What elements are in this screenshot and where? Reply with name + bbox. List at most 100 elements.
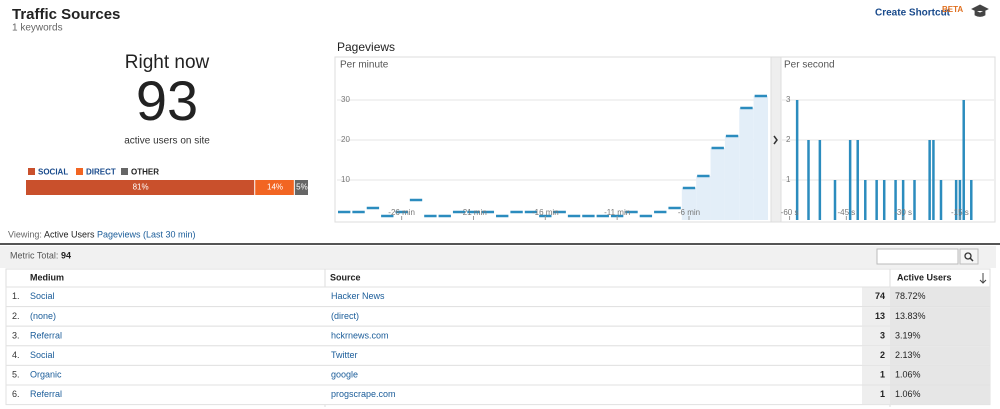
legend-label: SOCIAL (38, 168, 68, 177)
y-tick-label: 1 (786, 175, 791, 184)
percent-cell (890, 287, 990, 307)
source-link[interactable]: google (331, 370, 358, 380)
metric-total-value: 94 (61, 250, 71, 260)
bar (875, 180, 878, 220)
column-header[interactable]: Active Users (897, 272, 952, 282)
row-bg[interactable] (5, 325, 991, 347)
medium-link[interactable]: Referral (30, 330, 62, 340)
x-tick-label: -11 min (604, 208, 630, 217)
column-header[interactable]: Medium (30, 272, 64, 282)
y-tick-label: 3 (786, 95, 791, 104)
percent-cell (890, 307, 990, 326)
bar (954, 180, 958, 220)
medium-link[interactable]: Organic (30, 370, 62, 380)
beta-badge: BETA (942, 5, 963, 14)
search-input[interactable] (876, 248, 959, 265)
bar (939, 180, 943, 220)
bar (864, 180, 867, 220)
bar (958, 180, 962, 220)
x-tick-label: -30 s (894, 208, 912, 217)
medium-link[interactable]: Social (30, 350, 55, 360)
divider-arrow[interactable] (773, 135, 778, 145)
source-link[interactable]: progscrape.com (331, 389, 396, 399)
active-users: 1 (880, 370, 885, 380)
row-bg[interactable] (5, 306, 991, 327)
medium-link[interactable]: (none) (30, 311, 56, 321)
bar (913, 180, 916, 220)
bar (807, 140, 810, 220)
right-now-title: Right now (125, 52, 210, 73)
share-label: 14% (267, 183, 283, 192)
count-cell (862, 287, 890, 307)
active-share: 3.19% (895, 330, 921, 340)
active-users: 13 (875, 311, 885, 321)
active-caption: active users on site (124, 136, 210, 147)
y-tick-label: 20 (341, 135, 350, 144)
x-tick-label: -15 s (951, 208, 969, 217)
active-share: 78.72% (895, 291, 926, 301)
per-minute-label: Per minute (340, 60, 389, 71)
bar (901, 180, 905, 220)
search-icon (969, 257, 974, 262)
area-fill (710, 148, 725, 220)
percent-cell (890, 326, 990, 346)
active-share: 2.13% (895, 350, 921, 360)
x-tick-label: -26 min (388, 208, 415, 217)
area-fill (739, 108, 754, 220)
count-cell (862, 307, 890, 326)
bar (833, 180, 837, 220)
source-link[interactable]: (direct) (331, 311, 359, 321)
medium-link[interactable]: Social (30, 291, 55, 301)
y-tick-label: 30 (341, 95, 350, 104)
row-bg[interactable] (5, 345, 991, 366)
bar (970, 180, 973, 220)
row-bg[interactable] (5, 364, 991, 386)
legend-swatch (28, 168, 35, 175)
search-icon (964, 252, 972, 260)
page-subtitle: 1 keywords (12, 23, 63, 34)
academy-icon[interactable] (971, 4, 989, 17)
column-header[interactable]: Source (330, 272, 361, 282)
row-index: 6. (12, 389, 20, 399)
share-label: 81% (133, 183, 149, 192)
bar (856, 140, 859, 220)
pageviews-title: Pageviews (337, 40, 395, 54)
sort-arrow[interactable] (979, 273, 987, 284)
metric-total-label: Metric Total: (10, 250, 58, 260)
legend-swatch (76, 168, 83, 175)
row-bg[interactable] (5, 384, 991, 406)
search-button[interactable] (959, 248, 979, 265)
page-title: Traffic Sources (12, 6, 120, 23)
create-shortcut[interactable]: Create Shortcut (875, 8, 951, 19)
percent-cell (890, 385, 990, 405)
bar (818, 140, 822, 220)
bar (928, 140, 931, 220)
row-index: 3. (12, 330, 20, 340)
area-fill (724, 136, 740, 220)
active-users: 74 (875, 291, 885, 301)
bar (932, 140, 935, 220)
row-index: 5. (12, 370, 20, 380)
medium-link[interactable]: Referral (30, 389, 62, 399)
area-fill (696, 176, 711, 220)
area-fill (753, 96, 768, 220)
count-cell (862, 385, 890, 405)
legend-label: OTHER (131, 168, 159, 177)
source-link[interactable]: hckrnews.com (331, 330, 389, 340)
share-segment (26, 180, 255, 195)
row-bg[interactable] (5, 286, 991, 308)
active-share: 1.06% (895, 370, 921, 380)
viewing-tab[interactable]: Pageviews (Last 30 min) (97, 229, 196, 239)
active-users: 1 (880, 389, 885, 399)
bar (848, 140, 852, 220)
count-cell (862, 346, 890, 365)
viewing-tab[interactable]: Active Users (44, 229, 95, 239)
source-link[interactable]: Hacker News (331, 291, 385, 301)
share-segment (255, 180, 294, 195)
y-tick-label: 10 (341, 175, 350, 184)
y-tick-label: 2 (786, 135, 791, 144)
active-users: 3 (880, 330, 885, 340)
source-link[interactable]: Twitter (331, 350, 358, 360)
percent-cell (890, 346, 990, 365)
